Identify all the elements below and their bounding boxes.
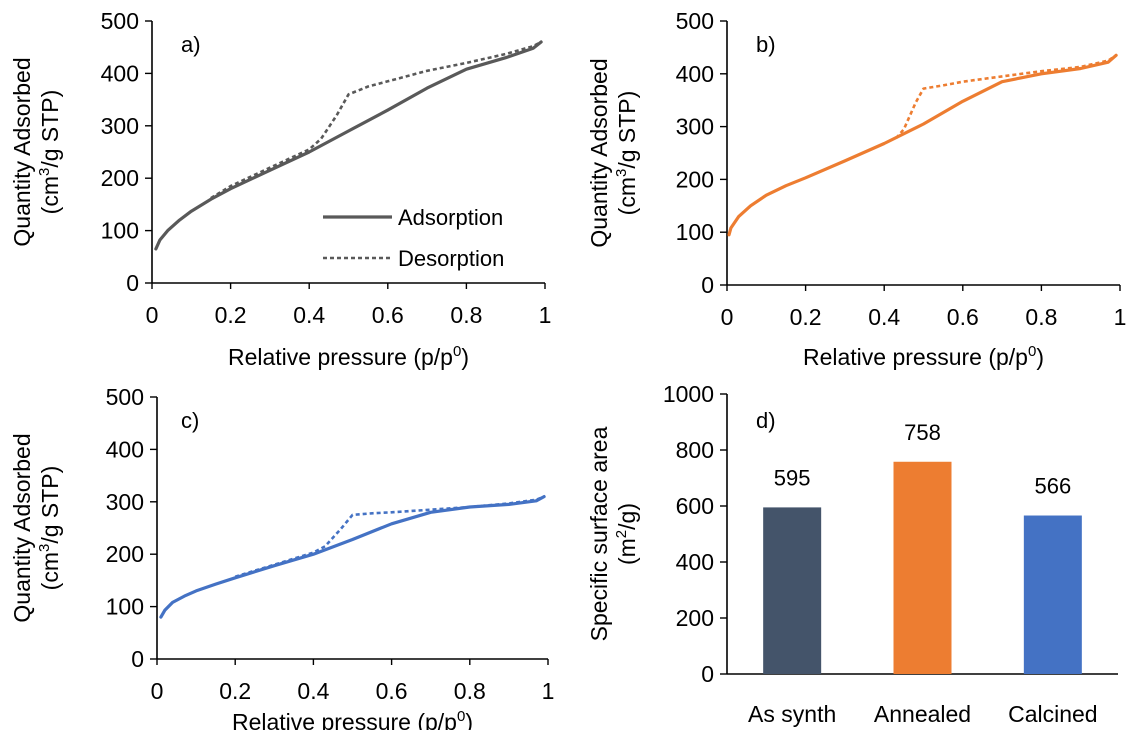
bar-data-label: 566 [1034, 474, 1071, 499]
y-tick-label: 500 [676, 8, 714, 34]
y-tick-label: 0 [701, 272, 714, 298]
x-tick-label: 0.8 [1025, 304, 1057, 330]
x-tick-label: 0.4 [293, 302, 325, 328]
y-tick-label: 400 [676, 61, 714, 87]
bar-data-label: 595 [774, 465, 811, 490]
y-tick-label: 300 [676, 114, 714, 140]
x-category-label: As synth [748, 701, 836, 727]
desorption-series-line [895, 54, 1117, 140]
y-tick-label: 400 [101, 60, 139, 86]
panel-d: 0 200 400 600 800 1000 Specific surface area (m… [586, 381, 1118, 727]
y-tick-label: 100 [676, 219, 714, 245]
x-tick-label: 1 [539, 302, 552, 328]
y-axis-label: Specific surface area [586, 426, 612, 641]
x-axis-label: Relative pressure (p/p0) [228, 343, 469, 370]
y-axis-label: Quantity Adsorbed [9, 57, 35, 246]
y-tick-label: 1000 [663, 381, 714, 407]
y-axis-unit-label: (cm3/g STP) [613, 91, 640, 216]
y-axis-label: Quantity Adsorbed [9, 433, 35, 622]
desorption-series-line [234, 495, 545, 578]
panel-a: 0 100 200 300 400 500 Quantity Adsorbed (cm3/g … [9, 8, 551, 370]
y-tick-label: 600 [676, 493, 714, 519]
y-axis-unit-label: (m2/g) [613, 503, 640, 565]
x-tick-label: 0.2 [219, 678, 251, 704]
y-axis-label: Quantity Adsorbed [586, 58, 612, 247]
y-axis-unit-label: (cm3/g STP) [36, 90, 63, 215]
panel-label: d) [756, 408, 776, 433]
x-tick-label: 1 [542, 678, 555, 704]
y-tick-label: 400 [676, 549, 714, 575]
panel-label: a) [181, 32, 201, 57]
adsorption-series-line [727, 53, 1118, 237]
adsorption-series-line [154, 40, 543, 251]
bar-data-label: 758 [904, 420, 941, 445]
panel-label: c) [181, 408, 199, 433]
y-tick-label: 300 [106, 489, 144, 515]
y-tick-label: 500 [106, 384, 144, 410]
x-category-label: Annealed [874, 701, 971, 727]
bar-annealed [893, 461, 952, 674]
y-tick-label: 200 [101, 165, 139, 191]
x-axis-label: Relative pressure (p/p0) [803, 343, 1044, 370]
x-tick-label: 1 [1114, 304, 1127, 330]
y-tick-label: 0 [131, 646, 144, 672]
y-tick-label: 400 [106, 436, 144, 462]
x-tick-label: 0.8 [454, 678, 486, 704]
y-tick-label: 800 [676, 437, 714, 463]
y-tick-label: 200 [676, 166, 714, 192]
x-category-label: Calcined [1008, 701, 1098, 727]
x-tick-label: 0.6 [947, 304, 979, 330]
x-tick-label: 0 [151, 678, 164, 704]
bar-as-synth [763, 507, 822, 674]
y-tick-label: 100 [101, 218, 139, 244]
x-tick-label: 0.4 [868, 304, 900, 330]
y-tick-label: 100 [106, 594, 144, 620]
x-tick-label: 0 [146, 302, 159, 328]
x-tick-label: 0.4 [297, 678, 329, 704]
x-tick-label: 0 [721, 304, 734, 330]
y-tick-label: 300 [101, 113, 139, 139]
panel-label: b) [756, 32, 776, 57]
y-tick-label: 0 [126, 270, 139, 296]
panel-b: 0 100 200 300 400 500 Quantity Adsorbed (cm3/g … [586, 8, 1126, 370]
y-tick-label: 200 [106, 541, 144, 567]
y-tick-label: 200 [676, 605, 714, 631]
x-tick-label: 0.8 [450, 302, 482, 328]
x-axis-label: Relative pressure (p/p0) [232, 708, 473, 730]
x-tick-label: 0.2 [215, 302, 247, 328]
y-tick-label: 0 [701, 661, 714, 687]
desorption-series-line [210, 40, 542, 200]
y-tick-label: 500 [101, 8, 139, 34]
x-tick-label: 0.6 [376, 678, 408, 704]
panel-c: 0 100 200 300 400 500 Quantity Adsorbed (cm3/g … [9, 384, 554, 730]
x-tick-label: 0.6 [372, 302, 404, 328]
legend-label-desorption: Desorption [398, 246, 504, 271]
bar-calcined [1023, 515, 1082, 674]
y-axis-unit-label: (cm3/g STP) [36, 466, 63, 591]
x-tick-label: 0.2 [790, 304, 822, 330]
legend-label-adsorption: Adsorption [398, 205, 503, 230]
